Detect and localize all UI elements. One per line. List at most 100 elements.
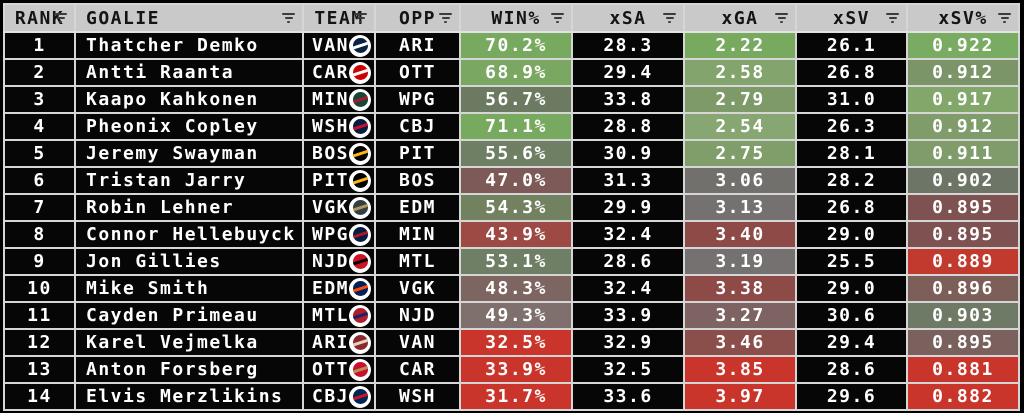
montreal-canadiens-logo (349, 304, 372, 327)
xsv-pct-cell: 0.895 (906, 193, 1020, 222)
rank-cell: 7 (3, 193, 76, 222)
team-cell: NJD (302, 247, 376, 276)
column-header-xsv_pct[interactable]: xSV% (906, 3, 1020, 33)
column-header-goalie[interactable]: GOALIE (74, 3, 304, 33)
table-row: 13 Anton Forsberg OTT CAR 33.9% 32.5 3.8… (3, 355, 1020, 384)
filter-icon[interactable] (775, 13, 788, 23)
rank-cell: 13 (3, 355, 76, 384)
team-abbr: WSH (312, 116, 350, 137)
opponent-cell: MIN (374, 220, 461, 249)
header-row: RANK GOALIE TEAM OPP WIN% xSA xGA xSV xS… (3, 3, 1020, 33)
win-pct-cell: 49.3% (459, 301, 573, 330)
opponent-cell: MTL (374, 247, 461, 276)
xga-cell: 3.97 (683, 382, 797, 411)
filter-icon[interactable] (663, 13, 676, 23)
rank-cell: 1 (3, 31, 76, 60)
xga-cell: 2.75 (683, 139, 797, 168)
win-pct-cell: 55.6% (459, 139, 573, 168)
team-cell: VAN (302, 31, 376, 60)
goalie-stats-table-frame: RANK GOALIE TEAM OPP WIN% xSA xGA xSV xS… (3, 3, 1020, 411)
ottawa-senators-logo (349, 358, 372, 381)
team-abbr: MTL (312, 305, 350, 326)
xsa-cell: 32.9 (571, 328, 685, 357)
xsv-pct-cell: 0.895 (906, 220, 1020, 249)
column-header-label: xSV (832, 7, 870, 29)
column-header-label: WIN% (491, 7, 541, 29)
xsv-pct-cell: 0.903 (906, 301, 1020, 330)
goalie-name-cell: Mike Smith (74, 274, 304, 303)
xsv-pct-cell: 0.895 (906, 328, 1020, 357)
rank-cell: 8 (3, 220, 76, 249)
goalie-stats-table: RANK GOALIE TEAM OPP WIN% xSA xGA xSV xS… (3, 3, 1020, 411)
rank-cell: 5 (3, 139, 76, 168)
table-row: 4 Pheonix Copley WSH CBJ 71.1% 28.8 2.54… (3, 112, 1020, 141)
filter-icon[interactable] (54, 13, 67, 23)
team-cell: BOS (302, 139, 376, 168)
filter-icon[interactable] (551, 13, 564, 23)
filter-icon[interactable] (886, 13, 899, 23)
column-header-xga[interactable]: xGA (683, 3, 797, 33)
team-cell: ARI (302, 328, 376, 357)
column-header-label: xSV% (938, 7, 988, 29)
opponent-cell: VAN (374, 328, 461, 357)
xsv-cell: 31.0 (795, 85, 908, 114)
filter-icon[interactable] (998, 13, 1011, 23)
xsv-cell: 28.1 (795, 139, 908, 168)
column-header-opp[interactable]: OPP (374, 3, 461, 33)
xsa-cell: 31.3 (571, 166, 685, 195)
column-header-label: TEAM (314, 7, 364, 29)
goalie-name-cell: Anton Forsberg (74, 355, 304, 384)
team-abbr: OTT (312, 359, 350, 380)
washington-capitals-logo (349, 115, 372, 138)
goalie-name-cell: Pheonix Copley (74, 112, 304, 141)
opponent-cell: PIT (374, 139, 461, 168)
xsa-cell: 32.5 (571, 355, 685, 384)
team-cell: CAR (302, 58, 376, 87)
table-row: 8 Connor Hellebuyck WPG MIN 43.9% 32.4 3… (3, 220, 1020, 249)
team-abbr: ARI (312, 332, 350, 353)
xsv-pct-cell: 0.922 (906, 31, 1020, 60)
column-header-win_pct[interactable]: WIN% (459, 3, 573, 33)
table-row: 1 Thatcher Demko VAN ARI 70.2% 28.3 2.22… (3, 31, 1020, 60)
xsv-pct-cell: 0.912 (906, 112, 1020, 141)
opponent-cell: CAR (374, 355, 461, 384)
rank-cell: 12 (3, 328, 76, 357)
team-cell: OTT (302, 355, 376, 384)
team-abbr: VGK (312, 197, 350, 218)
team-cell: WSH (302, 112, 376, 141)
xsv-cell: 26.3 (795, 112, 908, 141)
win-pct-cell: 33.9% (459, 355, 573, 384)
vegas-golden-knights-logo (349, 196, 372, 219)
table-row: 7 Robin Lehner VGK EDM 54.3% 29.9 3.13 2… (3, 193, 1020, 222)
table-row: 11 Cayden Primeau MTL NJD 49.3% 33.9 3.2… (3, 301, 1020, 330)
column-header-label: OPP (398, 7, 436, 29)
rank-cell: 9 (3, 247, 76, 276)
rank-cell: 2 (3, 58, 76, 87)
goalie-name-cell: Robin Lehner (74, 193, 304, 222)
xsv-pct-cell: 0.889 (906, 247, 1020, 276)
goalie-name-cell: Connor Hellebuyck (74, 220, 304, 249)
team-abbr: VAN (312, 35, 350, 56)
rank-cell: 10 (3, 274, 76, 303)
column-header-xsa[interactable]: xSA (571, 3, 685, 33)
column-header-label: xGA (721, 7, 759, 29)
goalie-name-cell: Jon Gillies (74, 247, 304, 276)
table-row: 12 Karel Vejmelka ARI VAN 32.5% 32.9 3.4… (3, 328, 1020, 357)
table-row: 3 Kaapo Kahkonen MIN WPG 56.7% 33.8 2.79… (3, 85, 1020, 114)
team-cell: MIN (302, 85, 376, 114)
win-pct-cell: 48.3% (459, 274, 573, 303)
team-abbr: CAR (312, 62, 350, 83)
filter-icon[interactable] (439, 13, 452, 23)
xsa-cell: 33.6 (571, 382, 685, 411)
xsv-pct-cell: 0.912 (906, 58, 1020, 87)
column-header-xsv[interactable]: xSV (795, 3, 908, 33)
xsa-cell: 30.9 (571, 139, 685, 168)
table-row: 14 Elvis Merzlikins CBJ WSH 31.7% 33.6 3… (3, 382, 1020, 411)
filter-icon[interactable] (282, 13, 295, 23)
filter-icon[interactable] (354, 13, 367, 23)
column-header-team[interactable]: TEAM (302, 3, 376, 33)
goalie-name-cell: Thatcher Demko (74, 31, 304, 60)
goalie-name-cell: Cayden Primeau (74, 301, 304, 330)
win-pct-cell: 47.0% (459, 166, 573, 195)
column-header-rank[interactable]: RANK (3, 3, 76, 33)
